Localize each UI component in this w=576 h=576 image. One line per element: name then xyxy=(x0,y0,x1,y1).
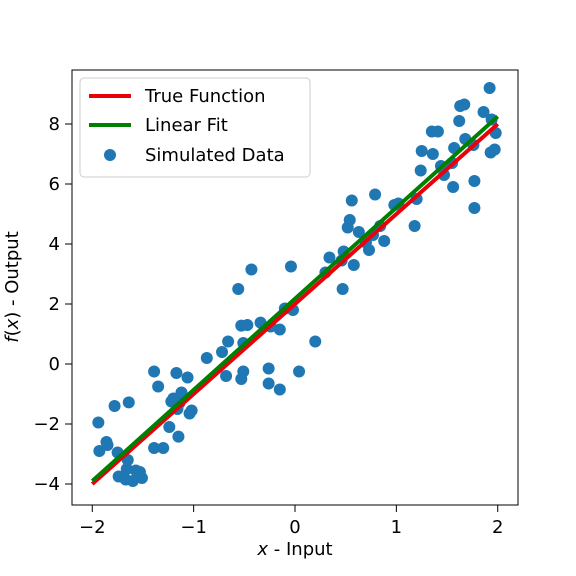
data-point xyxy=(172,430,185,443)
true-function-line xyxy=(90,122,500,486)
y-tick-label: 8 xyxy=(49,114,60,135)
data-point xyxy=(378,235,391,247)
y-tick-label: −2 xyxy=(33,414,60,435)
data-point xyxy=(92,416,105,429)
data-point xyxy=(447,181,460,193)
data-point xyxy=(232,283,245,295)
y-tick-label: 0 xyxy=(49,354,60,375)
data-point xyxy=(220,370,233,382)
data-point xyxy=(369,188,382,201)
data-point xyxy=(477,106,490,118)
data-point xyxy=(343,214,356,226)
y-axis-label: f(x) - Output xyxy=(2,231,23,343)
data-point xyxy=(323,251,336,264)
data-point xyxy=(126,475,139,487)
data-point xyxy=(284,260,297,273)
data-point xyxy=(426,148,439,160)
data-point xyxy=(241,319,254,331)
x-tick-label: −2 xyxy=(79,517,106,538)
data-point xyxy=(245,263,258,276)
data-point xyxy=(120,463,133,475)
data-point xyxy=(237,365,250,378)
data-point xyxy=(135,472,148,484)
data-point xyxy=(468,202,481,214)
legend: True Function Linear Fit Simulated Data xyxy=(79,77,311,178)
data-point xyxy=(273,323,286,336)
plot-frame xyxy=(71,69,519,506)
legend-simulated-data-swatch xyxy=(104,149,116,161)
data-point xyxy=(222,335,235,348)
data-point xyxy=(468,175,481,187)
y-tick-label: 2 xyxy=(49,294,60,315)
legend-linear-fit-label: Linear Fit xyxy=(145,115,228,136)
data-point xyxy=(488,143,501,156)
data-point xyxy=(262,377,275,390)
data-point xyxy=(347,259,360,271)
data-point xyxy=(216,346,229,358)
data-point xyxy=(122,396,135,409)
linear-fit-line xyxy=(90,115,500,483)
data-point xyxy=(157,442,170,454)
data-point xyxy=(273,383,286,396)
data-point xyxy=(185,404,198,417)
data-point xyxy=(200,352,213,364)
data-point xyxy=(431,125,444,138)
data-point xyxy=(152,380,165,393)
legend-simulated-data-label: Simulated Data xyxy=(145,145,285,166)
data-point xyxy=(163,421,176,433)
data-point xyxy=(108,400,121,412)
data-point xyxy=(181,371,194,384)
data-point xyxy=(262,362,275,375)
data-point xyxy=(352,226,365,238)
data-point xyxy=(363,244,375,256)
data-point xyxy=(458,98,471,111)
data-point xyxy=(345,194,358,207)
legend-true-function-label: True Function xyxy=(144,86,266,107)
data-point xyxy=(293,365,306,378)
data-point xyxy=(170,367,183,379)
y-tick-label: 4 xyxy=(49,234,60,255)
data-point xyxy=(148,442,161,454)
data-point xyxy=(101,439,114,451)
data-point xyxy=(483,82,496,94)
data-point xyxy=(415,145,428,157)
data-point xyxy=(336,283,349,295)
x-axis-label: x - Input xyxy=(256,539,332,560)
x-tick-label: 0 xyxy=(289,517,300,538)
legend-box xyxy=(79,77,311,178)
data-point xyxy=(148,365,161,378)
data-point xyxy=(408,220,421,232)
data-point xyxy=(453,115,466,127)
x-tick-label: 2 xyxy=(492,517,503,538)
y-tick-label: −4 xyxy=(33,474,60,495)
x-tick-label: −1 xyxy=(180,517,207,538)
data-point xyxy=(309,335,322,348)
y-tick-label: 6 xyxy=(49,174,60,195)
x-tick-label: 1 xyxy=(391,517,402,538)
data-point xyxy=(414,164,427,177)
